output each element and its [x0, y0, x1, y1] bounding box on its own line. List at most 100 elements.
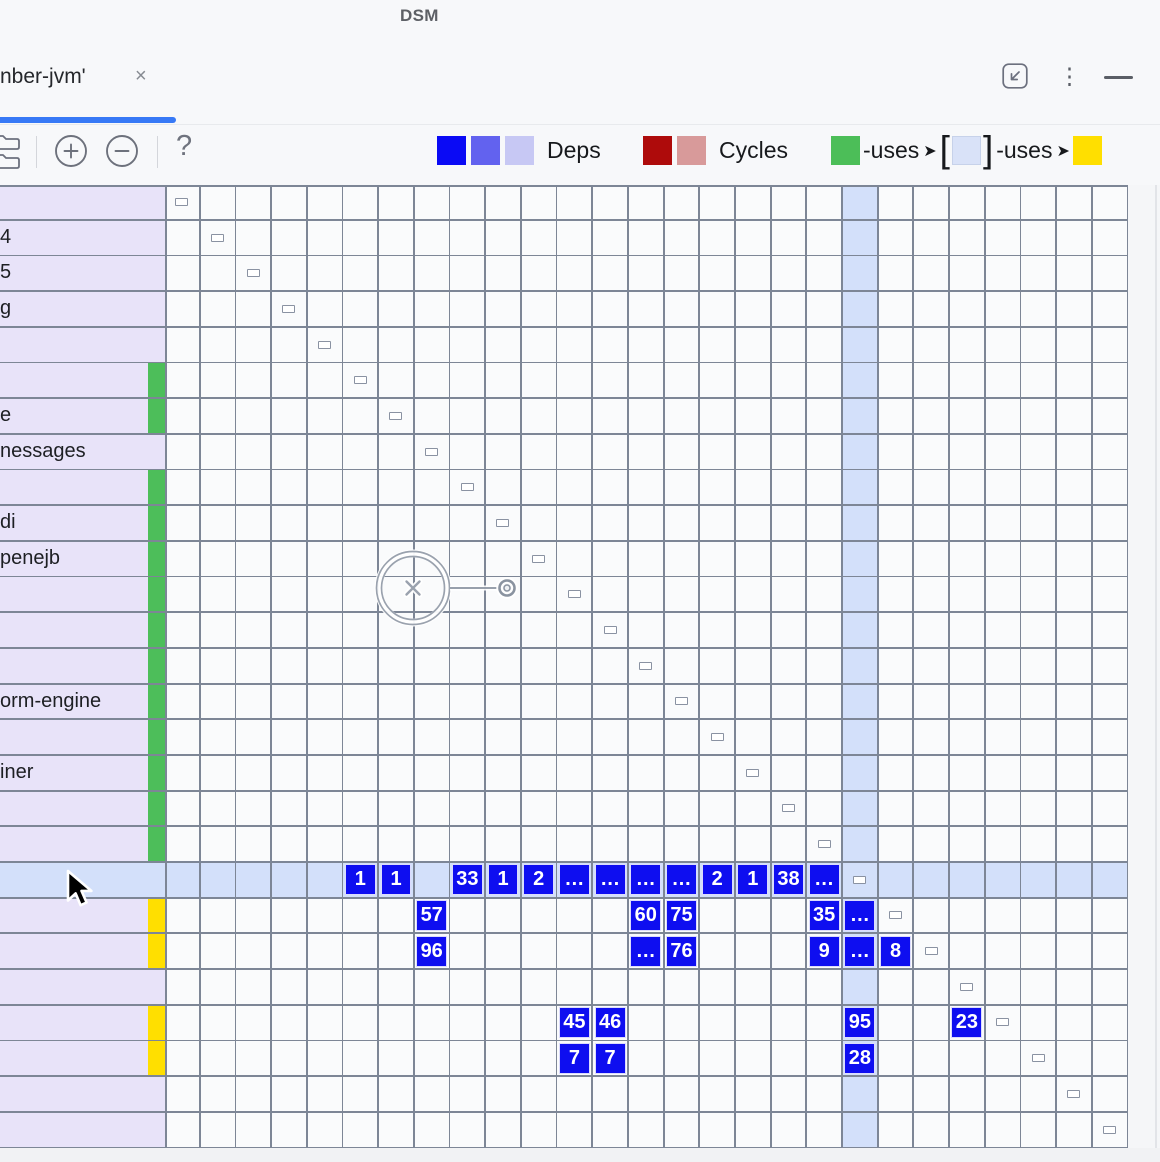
dep-cell[interactable]: 76 [666, 935, 697, 967]
dep-cell[interactable]: 35 [808, 900, 840, 931]
dep-cell[interactable]: 45 [558, 1007, 590, 1038]
dep-cell[interactable]: 57 [416, 900, 448, 931]
minimize-button[interactable] [1104, 76, 1133, 79]
diagonal-marker[interactable] [353, 376, 367, 385]
tab-close-icon[interactable]: × [135, 65, 147, 87]
diagonal-marker[interactable] [995, 1018, 1009, 1027]
dep-cell[interactable]: … [594, 864, 626, 896]
dep-cell[interactable]: … [558, 864, 590, 896]
dep-cell[interactable]: 96 [416, 935, 448, 967]
dep-cell[interactable]: 60 [630, 900, 662, 931]
diagonal-marker[interactable] [1031, 1054, 1045, 1063]
diagonal-marker[interactable] [710, 733, 724, 742]
dep-cell[interactable]: 1 [344, 864, 376, 896]
dep-cell[interactable]: 46 [594, 1007, 626, 1038]
diagonal-marker[interactable] [674, 697, 688, 706]
diagonal-marker[interactable] [817, 840, 831, 849]
tab-analyzed-module[interactable]: nber-jvm' [0, 65, 86, 88]
grid-vline [769, 185, 772, 1149]
dep-cell[interactable]: 28 [844, 1042, 876, 1074]
row-label[interactable]: penejb [0, 546, 61, 569]
diagonal-marker[interactable] [425, 447, 439, 456]
diagonal-marker[interactable] [460, 483, 474, 492]
diagonal-marker[interactable] [567, 590, 581, 599]
dep-cell[interactable]: … [630, 935, 662, 967]
bottom-gutter [0, 1148, 1160, 1162]
diagonal-marker[interactable] [1103, 1125, 1117, 1134]
zoom-in-button[interactable] [52, 132, 90, 170]
dep-cell[interactable]: 1 [737, 864, 769, 896]
grid-vline [948, 185, 950, 1149]
diagonal-marker[interactable] [639, 661, 653, 670]
diagonal-marker[interactable] [246, 269, 260, 278]
diagonal-marker[interactable] [603, 626, 617, 634]
dep-cell[interactable]: 23 [951, 1007, 983, 1038]
grid-hline [0, 611, 1129, 614]
diagonal-marker[interactable] [1067, 1089, 1081, 1098]
dep-cell[interactable]: 2 [523, 864, 555, 896]
diagonal-marker[interactable] [781, 804, 795, 813]
diagonal-marker[interactable] [175, 197, 189, 206]
folders-icon [0, 135, 20, 169]
dep-cell[interactable]: 9 [808, 935, 840, 967]
diagonal-marker[interactable] [318, 340, 332, 349]
dep-cell[interactable]: 8 [880, 935, 911, 967]
grid-hline [0, 932, 1129, 935]
dep-cell[interactable]: … [666, 864, 697, 896]
deps-medium-swatch [471, 136, 500, 165]
grid-hline [0, 647, 1129, 649]
flatten-packages-button[interactable] [0, 130, 28, 169]
diagonal-marker[interactable] [960, 982, 974, 991]
grid-vline [1055, 185, 1057, 1149]
legend-cycles: Cycles [643, 136, 788, 165]
diagonal-marker[interactable] [282, 304, 296, 313]
diagonal-marker[interactable] [496, 518, 510, 527]
row-label[interactable]: 5 [0, 261, 12, 284]
grid-hline [0, 468, 1129, 471]
dep-cell[interactable]: 7 [594, 1042, 626, 1074]
diagonal-marker[interactable] [211, 233, 225, 242]
dock-arrow-icon [1002, 63, 1028, 89]
grid-vline [198, 185, 201, 1149]
row-label[interactable]: 4 [0, 225, 12, 248]
dep-cell[interactable]: 95 [844, 1007, 876, 1038]
dep-cell[interactable]: … [630, 864, 662, 896]
diagonal-marker[interactable] [853, 875, 867, 884]
diagonal-marker[interactable] [746, 768, 760, 777]
diagonal-marker[interactable] [924, 947, 938, 956]
dock-window-button[interactable] [1002, 63, 1028, 89]
grid-hline [0, 218, 1129, 221]
dep-cell[interactable]: 1 [380, 864, 412, 896]
row-label[interactable]: g [0, 297, 12, 320]
help-button[interactable]: ? [176, 130, 193, 162]
cycles-light-swatch [677, 136, 706, 165]
dep-cell[interactable]: 38 [773, 864, 804, 896]
zoom-out-button[interactable] [103, 132, 141, 170]
dep-cell[interactable]: 33 [451, 864, 483, 896]
dep-cell[interactable]: 7 [558, 1042, 590, 1074]
row-label[interactable]: orm-engine [0, 689, 102, 712]
grid-vline [412, 185, 415, 1149]
row-label[interactable]: di [0, 511, 16, 534]
diagonal-marker[interactable] [532, 554, 546, 563]
grid-hline [0, 540, 1129, 542]
row-label[interactable]: e [0, 404, 12, 427]
diagonal-marker[interactable] [888, 911, 902, 920]
row-bar-green [147, 470, 165, 505]
grid-hline [0, 1110, 1129, 1113]
dep-cell[interactable]: … [808, 864, 840, 896]
zoom-out-icon [106, 135, 138, 167]
grid-hline [0, 1146, 1129, 1149]
row-label[interactable]: iner [0, 760, 34, 783]
grid-hline [0, 968, 1129, 970]
dep-cell[interactable]: … [844, 900, 876, 931]
row-label[interactable]: nessages [0, 439, 86, 462]
deps-light-swatch [505, 136, 534, 165]
dep-cell[interactable]: … [844, 935, 876, 967]
dep-cell[interactable]: 75 [666, 900, 697, 931]
diagonal-marker[interactable] [389, 411, 403, 420]
dep-cell[interactable]: 2 [701, 864, 733, 896]
dep-cell[interactable]: 1 [487, 864, 519, 896]
arrow-right-icon: ➤ [1056, 142, 1070, 160]
